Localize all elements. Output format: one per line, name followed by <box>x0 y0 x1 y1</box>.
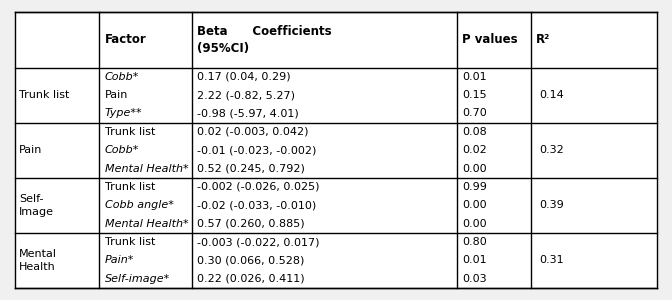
Text: 0.14: 0.14 <box>539 90 564 100</box>
Text: 0.22 (0.026, 0.411): 0.22 (0.026, 0.411) <box>197 274 304 284</box>
Text: Mental Health*: Mental Health* <box>105 164 188 174</box>
Text: 2.22 (-0.82, 5.27): 2.22 (-0.82, 5.27) <box>197 90 295 100</box>
Text: Pain: Pain <box>105 90 128 100</box>
Text: 0.39: 0.39 <box>539 200 564 210</box>
Text: Beta      Coefficients
(95%CI): Beta Coefficients (95%CI) <box>197 25 331 55</box>
Text: -0.02 (-0.033, -0.010): -0.02 (-0.033, -0.010) <box>197 200 316 210</box>
Text: 0.30 (0.066, 0.528): 0.30 (0.066, 0.528) <box>197 255 304 266</box>
Text: 0.32: 0.32 <box>539 145 564 155</box>
Text: Trunk list: Trunk list <box>19 90 69 100</box>
Text: Pain*: Pain* <box>105 255 134 266</box>
Text: 0.00: 0.00 <box>462 164 487 174</box>
Text: -0.002 (-0.026, 0.025): -0.002 (-0.026, 0.025) <box>197 182 319 192</box>
Text: 0.02 (-0.003, 0.042): 0.02 (-0.003, 0.042) <box>197 127 308 137</box>
Text: -0.98 (-5.97, 4.01): -0.98 (-5.97, 4.01) <box>197 108 298 118</box>
Text: P values: P values <box>462 33 518 46</box>
Text: R²: R² <box>536 33 550 46</box>
Text: 0.00: 0.00 <box>462 219 487 229</box>
Text: Mental
Health: Mental Health <box>19 249 57 272</box>
Text: 0.17 (0.04, 0.29): 0.17 (0.04, 0.29) <box>197 72 290 82</box>
Text: 0.57 (0.260, 0.885): 0.57 (0.260, 0.885) <box>197 219 304 229</box>
Text: Factor: Factor <box>105 33 146 46</box>
Text: 0.31: 0.31 <box>539 255 564 266</box>
Text: Cobb*: Cobb* <box>105 145 139 155</box>
Text: Cobb angle*: Cobb angle* <box>105 200 173 210</box>
Text: Trunk list: Trunk list <box>105 182 155 192</box>
Text: 0.08: 0.08 <box>462 127 487 137</box>
Text: Trunk list: Trunk list <box>105 237 155 247</box>
Text: Self-image*: Self-image* <box>105 274 170 284</box>
Text: -0.003 (-0.022, 0.017): -0.003 (-0.022, 0.017) <box>197 237 319 247</box>
Text: -0.01 (-0.023, -0.002): -0.01 (-0.023, -0.002) <box>197 145 317 155</box>
Text: Mental Health*: Mental Health* <box>105 219 188 229</box>
Text: Trunk list: Trunk list <box>105 127 155 137</box>
Text: 0.52 (0.245, 0.792): 0.52 (0.245, 0.792) <box>197 164 305 174</box>
Text: Cobb*: Cobb* <box>105 72 139 82</box>
Text: 0.01: 0.01 <box>462 255 487 266</box>
Text: 0.15: 0.15 <box>462 90 487 100</box>
Text: Type**: Type** <box>105 108 142 118</box>
Text: Pain: Pain <box>19 145 42 155</box>
Text: 0.00: 0.00 <box>462 200 487 210</box>
Text: 0.02: 0.02 <box>462 145 487 155</box>
Text: 0.99: 0.99 <box>462 182 487 192</box>
Text: Self-
Image: Self- Image <box>19 194 54 217</box>
Text: 0.03: 0.03 <box>462 274 487 284</box>
Text: 0.01: 0.01 <box>462 72 487 82</box>
Text: 0.80: 0.80 <box>462 237 487 247</box>
Text: 0.70: 0.70 <box>462 108 487 118</box>
